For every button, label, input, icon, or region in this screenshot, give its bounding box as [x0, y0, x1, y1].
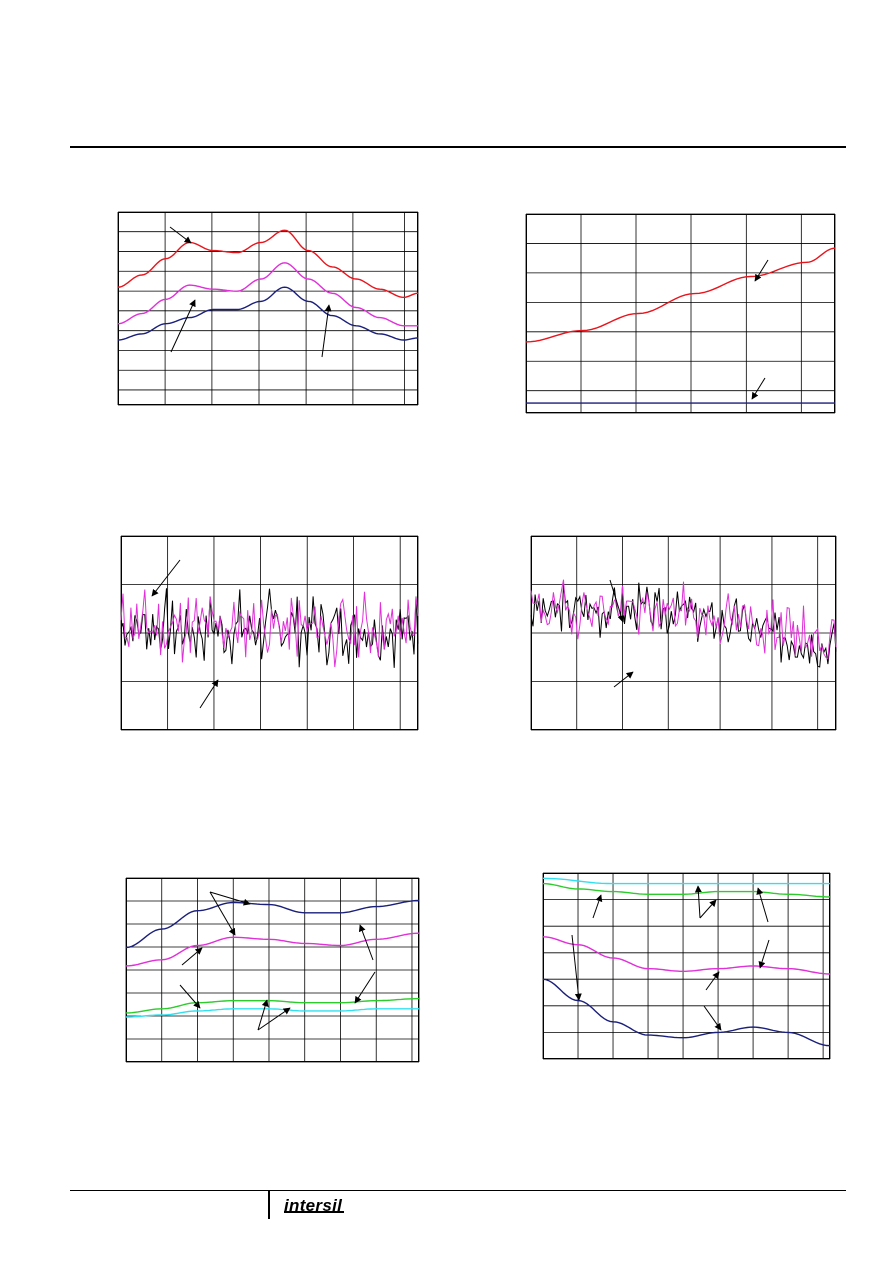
series-line-red — [525, 247, 836, 343]
series-line-magenta — [125, 932, 420, 967]
chart-svg — [525, 213, 836, 414]
chart-2 — [525, 213, 836, 414]
footer-divider — [268, 1191, 270, 1219]
intersil-logo: intersil — [284, 1196, 344, 1216]
series-line-black — [120, 588, 419, 668]
series-line-magenta — [120, 589, 419, 668]
plot-frame — [543, 873, 830, 1059]
chart-svg — [125, 877, 420, 1063]
logo-underline — [284, 1211, 344, 1213]
chart-6 — [542, 872, 831, 1060]
series-line-magenta — [542, 936, 831, 975]
chart-svg — [530, 535, 837, 731]
logo-text: intersil — [284, 1196, 343, 1215]
series-line-green — [542, 882, 830, 898]
chart-1 — [117, 211, 419, 406]
chart-4 — [530, 535, 837, 731]
series-line-red — [117, 229, 418, 299]
chart-3 — [120, 535, 419, 731]
header-rule — [70, 146, 846, 148]
chart-svg — [120, 535, 419, 731]
series-line-navy — [125, 899, 420, 949]
series-line-cyan — [542, 877, 830, 885]
chart-svg — [542, 872, 831, 1060]
series-line-magenta — [117, 262, 418, 327]
series-line-navy — [542, 978, 831, 1047]
footer-rule — [70, 1190, 846, 1191]
series-line-navy — [117, 286, 418, 341]
chart-svg — [117, 211, 419, 406]
series-line-green — [126, 997, 420, 1014]
series-line-magenta — [530, 579, 837, 660]
plot-frame — [118, 212, 418, 405]
plot-frame — [526, 214, 835, 413]
chart-5 — [125, 877, 420, 1063]
